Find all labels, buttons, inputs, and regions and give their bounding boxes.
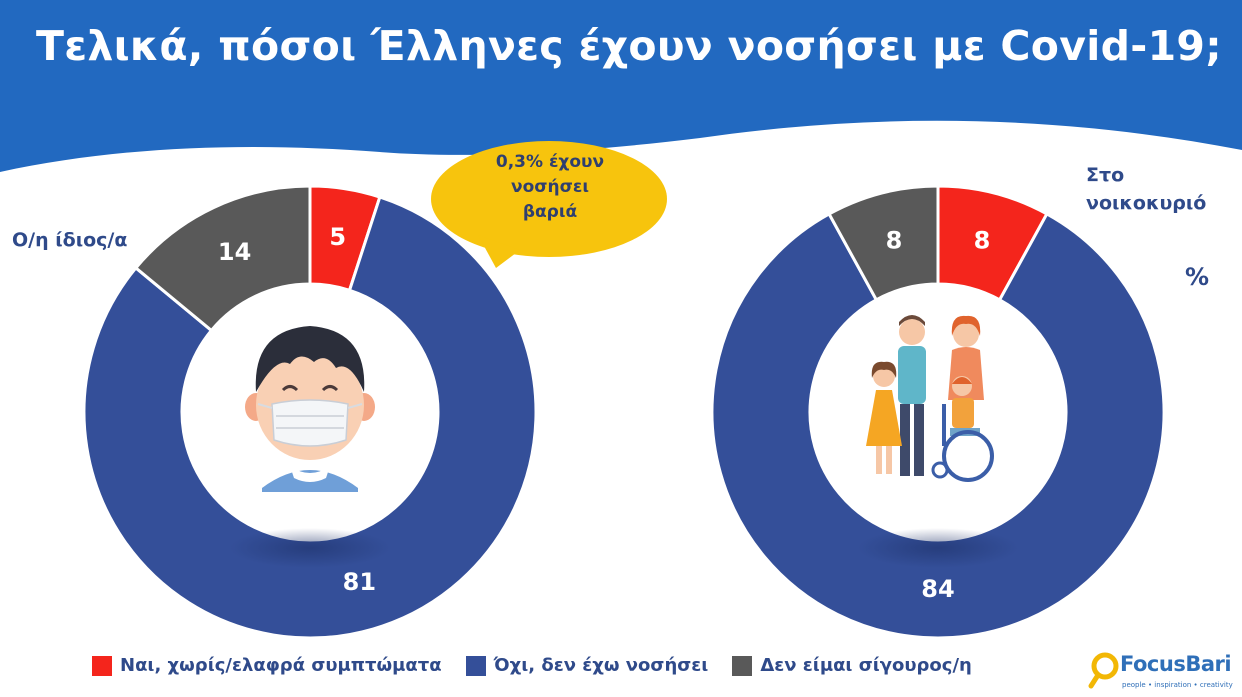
chart-household-label: Στο νοικοκυριό [1086,161,1236,217]
data-label-yes: 5 [329,223,346,251]
legend-swatch-no [465,655,486,676]
legend-label-no: Όχι, δεν έχω νοσήσει [493,655,709,676]
center-shadow [230,528,390,568]
chart-household-label-line2: νοικοκυριό [1086,192,1207,214]
callout-bubble-tail [478,235,520,268]
legend-label-unsure: Δεν είμαι σίγουρος/η [760,655,972,676]
donut-slice-unsure [133,184,312,333]
donut-chart-household: 8 84 8 [710,184,1166,640]
donut-chart-self: 5 81 14 [82,184,538,640]
legend-item-no: Όχι, δεν έχω νοσήσει [465,655,709,676]
legend-item-unsure: Δεν είμαι σίγουρος/η [732,655,972,676]
chart-self-label: Ο/η ίδιος/α [12,229,128,251]
callout-bubble [431,141,667,268]
legend-item-yes: Ναι, χωρίς/ελαφρά συμπτώματα [92,655,442,676]
unit-label: % [1185,263,1210,291]
callout-line2: νοσήσει [511,177,589,197]
center-disc [824,298,1052,526]
legend-swatch-unsure [732,655,753,676]
masked-person-icon [245,326,375,492]
header-wave [0,0,1242,172]
chart-household-center [824,298,1052,568]
focusbari-logo: FocusBari people • inspiration • creativ… [1088,652,1238,694]
legend-label-yes: Ναι, χωρίς/ελαφρά συμπτώματα [120,655,442,676]
callout-bubble-shape [431,141,667,257]
data-label-yes: 8 [974,227,991,255]
data-label-no: 81 [343,568,376,596]
chart-household-label-line1: Στο [1086,164,1125,186]
callout-line3: βαριά [522,202,578,222]
donut-slice-unsure [827,184,940,302]
callout-line1: 0,3% έχουν [495,152,605,172]
page-title: Τελικά, πόσοι Έλληνες έχουν νοσήσει με C… [36,22,1222,70]
data-label-unsure: 14 [218,238,251,266]
magnifier-logo-icon [1088,652,1119,689]
donut-slice-no [710,211,1166,640]
logo-name: FocusBari [1120,652,1232,676]
data-label-no: 84 [921,575,954,603]
chart-legend: Ναι, χωρίς/ελαφρά συμπτώματα Όχι, δεν έχ… [92,655,996,676]
logo-tagline: people • inspiration • creativity [1122,681,1233,689]
chart-self-center [196,298,424,568]
callout-text: 0,3% έχουν νοσήσει βαριά [450,150,650,225]
data-label-unsure: 8 [886,227,903,255]
donut-slice-no [82,195,538,640]
legend-swatch-yes [92,655,112,676]
header-banner [0,0,1242,172]
family-icon [866,315,994,482]
center-shadow [858,528,1018,568]
